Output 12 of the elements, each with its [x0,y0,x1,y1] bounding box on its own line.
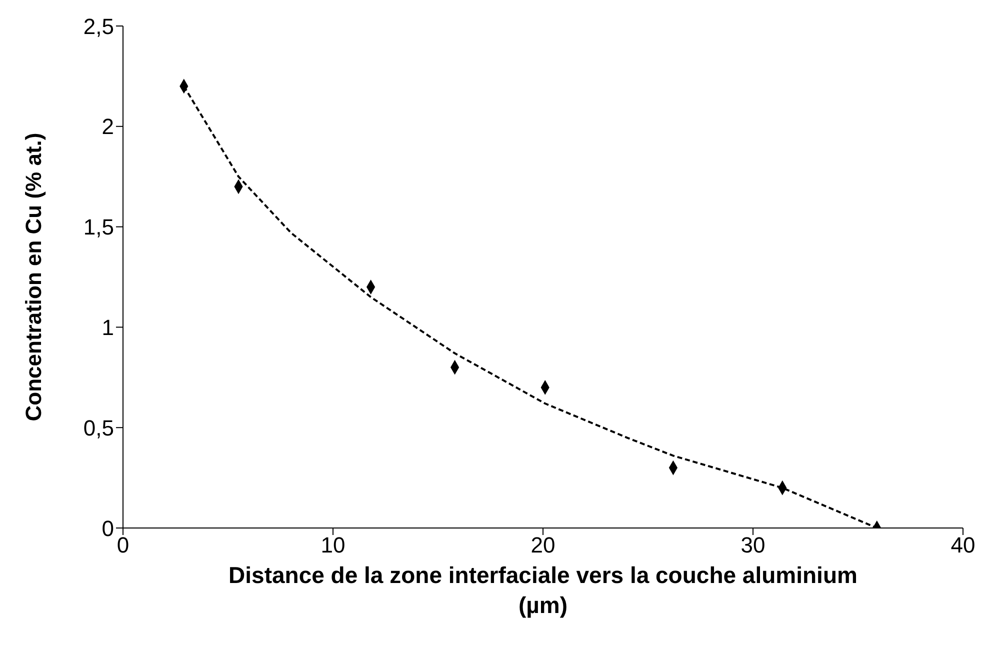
x-tick-label: 10 [320,532,346,558]
y-tick-label: 2 [102,114,114,140]
y-tick-label: 0,5 [83,415,114,440]
y-tick-label: 2,5 [83,14,114,39]
x-tick-label: 30 [740,532,766,558]
y-axis-title: Concentration en Cu (% at.) [20,132,46,422]
y-tick-label: 1,5 [83,214,114,240]
y-tick-label: 0 [102,516,114,541]
x-axis-title: Distance de la zone interfaciale vers la couche aluminium (µm) [228,562,858,618]
y-tick-label: 1 [102,315,114,340]
x-tick-label: 20 [530,532,556,558]
x-tick-label: 40 [950,532,976,558]
